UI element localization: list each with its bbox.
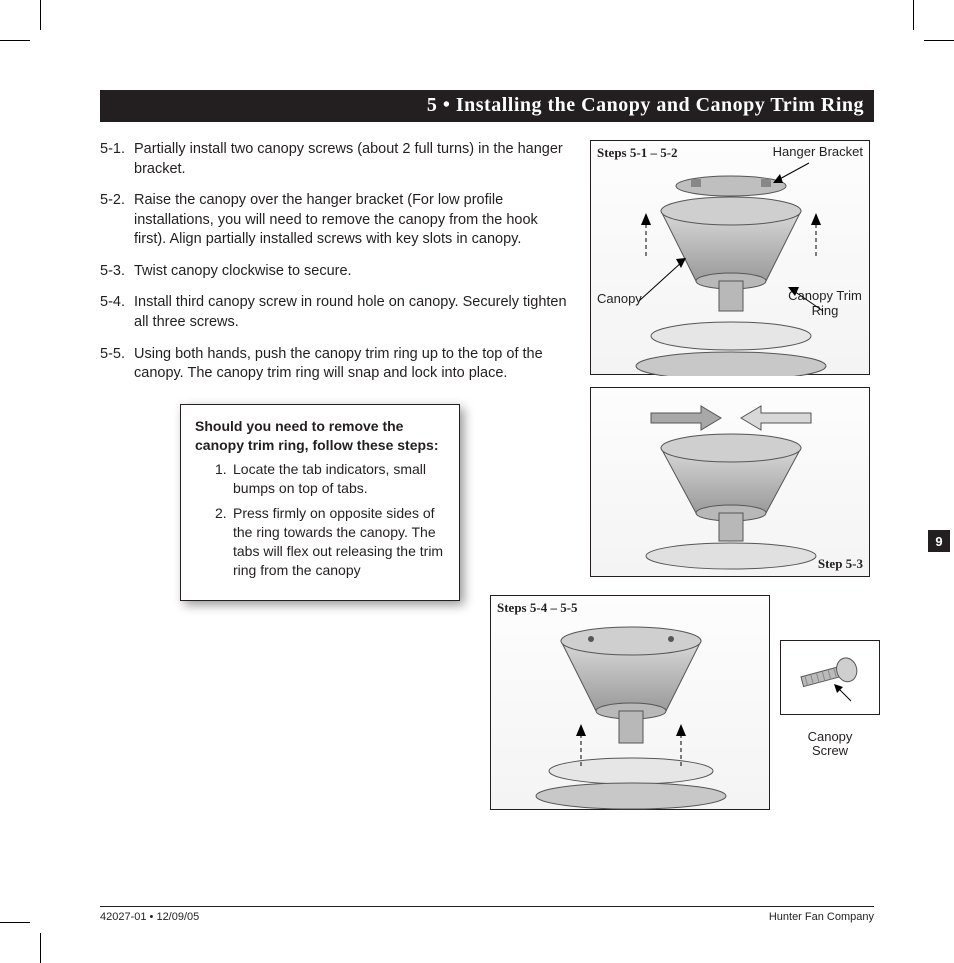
step-number: 5-1. — [100, 140, 134, 179]
step-text: Using both hands, push the canopy trim r… — [134, 345, 570, 384]
step-item: 5-5.Using both hands, push the canopy tr… — [100, 345, 570, 384]
note-text: Press firmly on opposite sides of the ri… — [233, 504, 445, 580]
step-item: 5-2.Raise the canopy over the hanger bra… — [100, 191, 570, 250]
figure-2: Step 5-3 — [590, 387, 870, 577]
step-item: 5-4.Install third canopy screw in round … — [100, 293, 570, 332]
step-item: 5-3.Twist canopy clockwise to secure. — [100, 262, 570, 282]
note-item: 2.Press firmly on opposite sides of the … — [215, 504, 445, 580]
step-number: 5-4. — [100, 293, 134, 332]
footer-company: Hunter Fan Company — [769, 911, 874, 923]
note-title: Should you need to remove the canopy tri… — [195, 417, 445, 455]
step-item: 5-1.Partially install two canopy screws … — [100, 140, 570, 179]
crop-mark — [40, 0, 41, 30]
step-text: Install third canopy screw in round hole… — [134, 293, 570, 332]
crop-mark — [924, 40, 954, 41]
step-text: Twist canopy clockwise to secure. — [134, 262, 570, 282]
page-number-tab: 9 — [928, 530, 950, 552]
screw-icon — [781, 641, 881, 716]
step-number: 5-3. — [100, 262, 134, 282]
figure-1: Steps 5-1 – 5-2 Hanger Bracket Canopy Ca… — [590, 140, 870, 375]
page-footer: 42027-01 • 12/09/05 Hunter Fan Company — [100, 906, 874, 923]
canopy-diagram-icon — [591, 141, 871, 376]
step-number: 5-2. — [100, 191, 134, 250]
instructions-column: 5-1.Partially install two canopy screws … — [100, 140, 570, 601]
screw-detail-box — [780, 640, 880, 715]
crop-mark — [0, 922, 30, 923]
canopy-push-icon — [491, 596, 771, 811]
step-text: Raise the canopy over the hanger bracket… — [134, 191, 570, 250]
note-item: 1.Locate the tab indicators, small bumps… — [215, 460, 445, 498]
section-title-bar: 5 • Installing the Canopy and Canopy Tri… — [100, 90, 874, 122]
note-text: Locate the tab indicators, small bumps o… — [233, 460, 445, 498]
footer-doc-id: 42027-01 • 12/09/05 — [100, 911, 199, 923]
canopy-twist-icon — [591, 388, 871, 578]
removal-note-box: Should you need to remove the canopy tri… — [180, 404, 460, 601]
crop-mark — [40, 933, 41, 963]
step-text: Partially install two canopy screws (abo… — [134, 140, 570, 179]
crop-mark — [0, 40, 30, 41]
crop-mark — [913, 0, 914, 30]
callout-canopy-screw: Canopy Screw — [800, 730, 860, 759]
page-content: 5 • Installing the Canopy and Canopy Tri… — [100, 90, 874, 923]
steps-list: 5-1.Partially install two canopy screws … — [100, 140, 570, 384]
step-number: 5-5. — [100, 345, 134, 384]
figure-3: Steps 5-4 – 5-5 — [490, 595, 770, 810]
figures-column: Steps 5-1 – 5-2 Hanger Bracket Canopy Ca… — [590, 140, 870, 589]
